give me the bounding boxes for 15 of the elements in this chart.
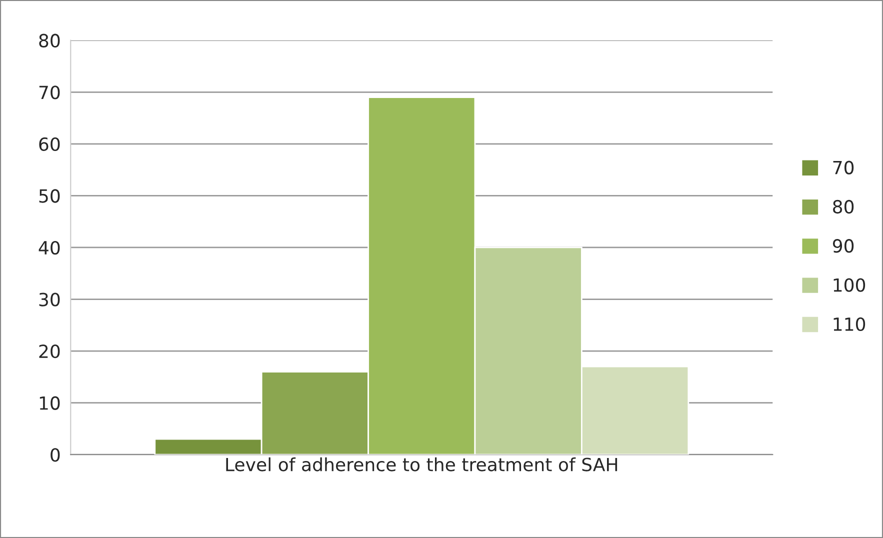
y-tick-label: 60 <box>39 137 60 152</box>
legend-label: 110 <box>834 317 866 331</box>
y-tick-label: 10 <box>40 396 60 410</box>
legend-label: 90 <box>832 239 854 253</box>
x-tick-label: Level of adherence to the treatment of SAH <box>226 457 618 472</box>
y-tick-label: 20 <box>39 344 60 358</box>
y-tick-label: 50 <box>39 189 60 203</box>
legend-label: 70 <box>833 160 854 174</box>
legend-label: 80 <box>833 200 854 214</box>
legend-label: 100 <box>834 278 866 292</box>
y-tick-label: 70 <box>39 86 60 100</box>
y-tick-label: 0 <box>50 448 60 462</box>
y-tick-label: 40 <box>38 240 60 255</box>
y-tick-label: 30 <box>39 292 60 306</box>
y-tick-label: 80 <box>39 34 60 48</box>
